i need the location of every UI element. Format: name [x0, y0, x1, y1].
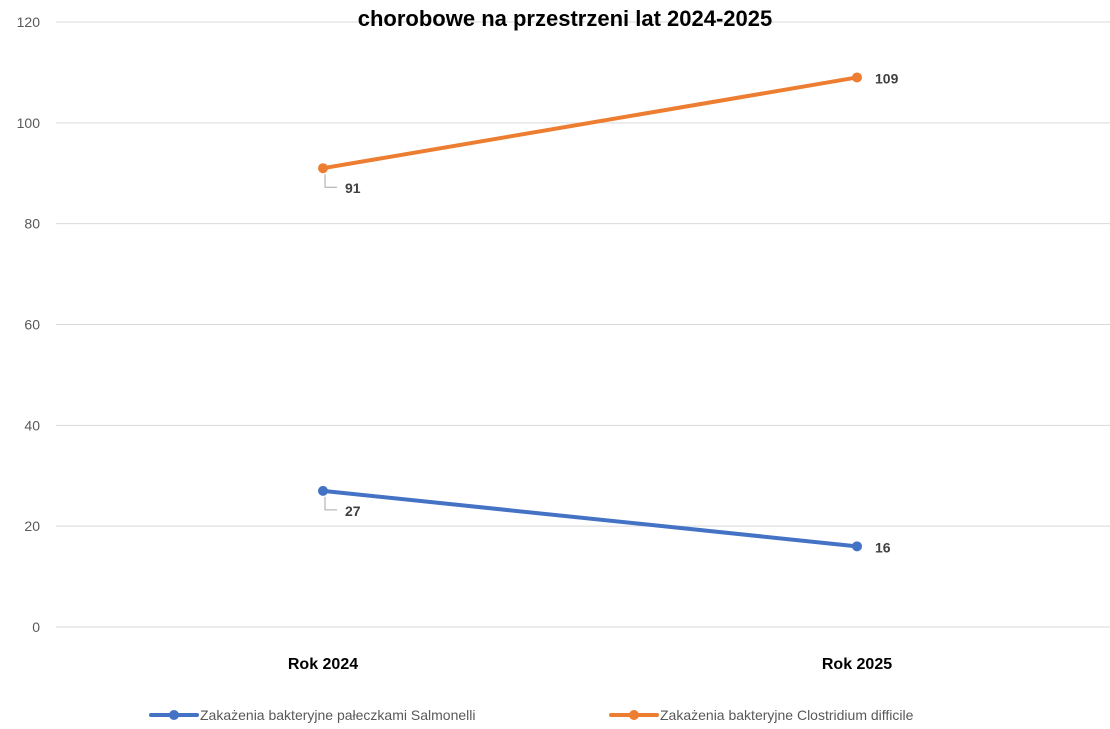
data-labels: 27 16 91 109	[324, 70, 899, 555]
chart-title: chorobowe na przestrzeni lat 2024-2025	[358, 6, 773, 31]
data-point	[318, 485, 328, 496]
series-line	[321, 75, 859, 171]
series-lines	[318, 72, 862, 552]
y-tick-label: 80	[24, 216, 40, 232]
leader-line	[324, 496, 337, 511]
data-point	[318, 163, 328, 174]
legend-marker-icon	[169, 710, 179, 720]
x-tick-label: Rok 2025	[822, 656, 892, 673]
series-line	[321, 488, 859, 549]
data-label: 109	[875, 70, 899, 86]
y-axis-tick-labels: 0 20 40 60 80 100 120	[17, 14, 41, 635]
legend: Zakażenia bakteryjne pałeczkami Salmonel…	[149, 707, 914, 723]
y-tick-label: 20	[24, 518, 40, 534]
leader-line	[324, 174, 337, 188]
legend-label: Zakażenia bakteryjne Clostridium diffici…	[660, 707, 914, 723]
legend-label: Zakażenia bakteryjne pałeczkami Salmonel…	[200, 707, 475, 723]
data-point	[852, 541, 862, 552]
data-point	[852, 72, 862, 83]
data-label: 16	[875, 539, 891, 555]
y-tick-label: 60	[24, 317, 40, 333]
y-tick-label: 40	[24, 417, 40, 433]
y-tick-label: 120	[17, 14, 41, 30]
legend-marker-icon	[629, 710, 639, 720]
data-label: 27	[345, 503, 361, 519]
x-axis-tick-labels: Rok 2024 Rok 2025	[288, 656, 892, 673]
data-label: 91	[345, 180, 361, 196]
gridlines	[56, 21, 1110, 628]
y-tick-label: 100	[17, 115, 41, 131]
y-tick-label: 0	[32, 619, 40, 635]
x-tick-label: Rok 2024	[288, 656, 358, 673]
